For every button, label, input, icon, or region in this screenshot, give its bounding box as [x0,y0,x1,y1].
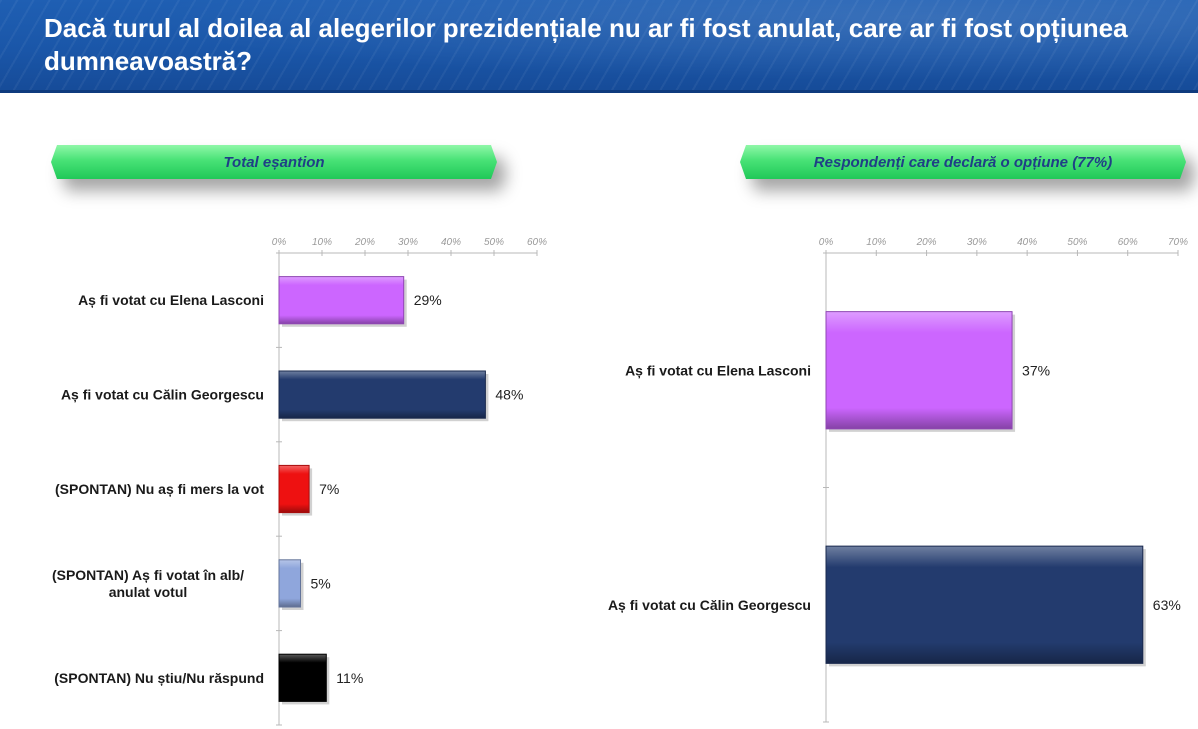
x-tick-label: 50% [1067,237,1087,248]
right-panel-title-box: Respondenți care declară o opțiune (77%) [740,145,1186,179]
x-tick-label: 40% [1017,237,1037,248]
bar [278,370,486,419]
bar [278,464,310,514]
x-tick-label: 0% [819,237,834,248]
bar [825,311,1013,430]
category-label: Aș fi votat cu Călin Georgescu [61,387,264,403]
data-label: 11% [336,670,363,686]
x-tick-label: 10% [866,237,886,248]
category-label: (SPONTAN) Nu știu/Nu răspund [54,670,264,686]
data-label: 48% [495,387,523,403]
right-bar-chart: 0% 10% 20% 30% 40% 50% 60% 70% 37% Aș fi votat cu… [608,237,1188,723]
bar [278,276,405,325]
bar [278,653,327,702]
data-label: 7% [319,481,339,497]
x-tick-label: 40% [441,237,461,248]
x-tick-label: 60% [527,237,547,248]
left-bar-chart: 0% 10% 20% 30% 40% 50% 60% 29% Aș fi votat cu El… [52,237,547,726]
x-tick-label: 60% [1118,237,1138,248]
category-label: Aș fi votat cu Elena Lasconi [625,362,811,378]
x-tick-label: 50% [484,237,504,248]
left-panel-title: Total eșantion [51,145,497,179]
category-label: Aș fi votat cu Elena Lasconi [78,292,264,308]
x-tick-label: 30% [967,237,987,248]
category-label: (SPONTAN) Nu aș fi mers la vot [55,481,264,497]
header-banner: Dacă turul al doilea al alegerilor prezi… [0,0,1198,92]
category-label: (SPONTAN) Aș fi votat în alb/anulat votu… [52,567,244,600]
x-tick-label: 20% [916,237,937,248]
right-panel-title: Respondenți care declară o opțiune (77%) [740,145,1186,179]
x-tick-label: 70% [1168,237,1188,248]
data-label: 29% [414,292,442,308]
x-tick-label: 10% [312,237,332,248]
category-label: Aș fi votat cu Călin Georgescu [608,597,811,613]
data-label: 63% [1153,597,1181,613]
header-divider [0,90,1198,93]
x-tick-label: 0% [272,237,287,248]
x-tick-label: 30% [398,237,418,248]
page-title: Dacă turul al doilea al alegerilor prezi… [44,13,1128,76]
data-label: 37% [1022,362,1050,378]
bar [278,559,301,608]
left-panel-title-box: Total eșantion [51,145,497,179]
x-tick-label: 20% [354,237,375,248]
data-label: 5% [311,575,331,591]
bar [825,545,1144,664]
